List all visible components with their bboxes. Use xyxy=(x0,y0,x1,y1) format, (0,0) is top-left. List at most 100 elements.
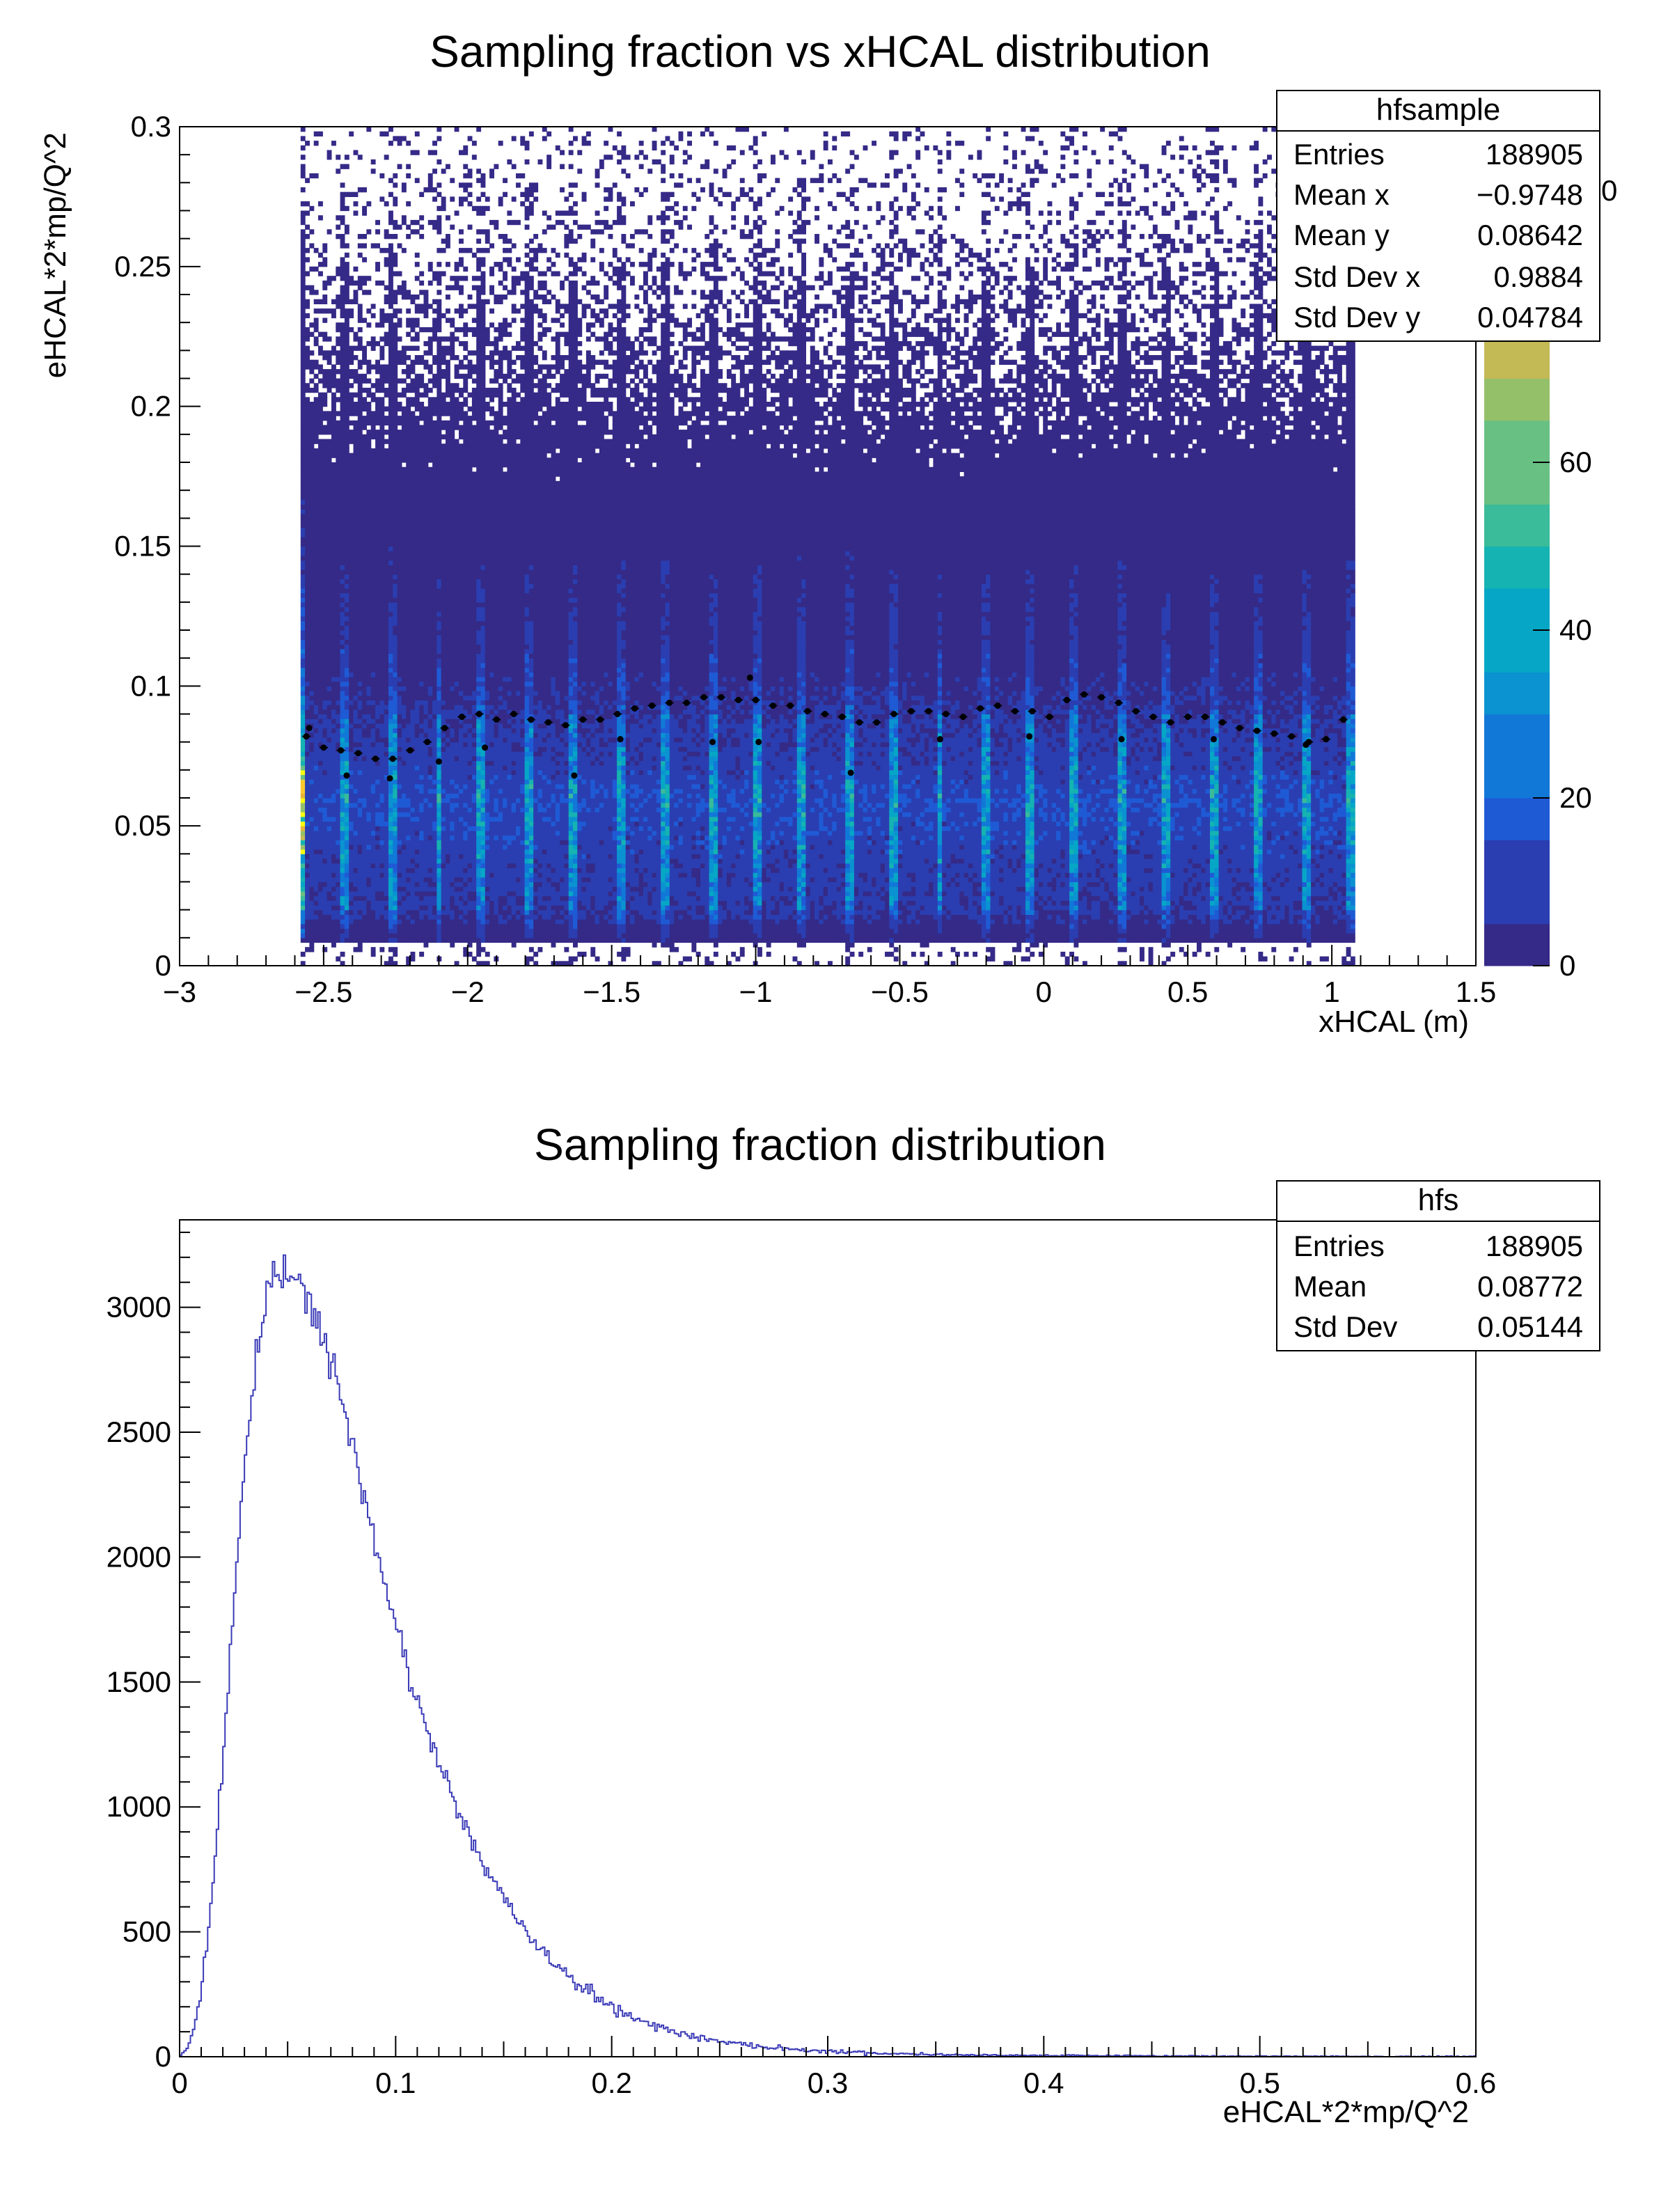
heatmap-cell xyxy=(305,635,310,640)
heatmap-cell xyxy=(327,495,332,500)
heatmap-cell xyxy=(309,691,314,696)
heatmap-cell xyxy=(305,439,310,444)
heatmap-cell xyxy=(327,639,332,644)
heatmap-cell xyxy=(309,434,314,439)
heatmap-cell xyxy=(327,691,332,696)
heatmap-cell xyxy=(318,765,323,770)
heatmap-cell xyxy=(331,938,336,943)
heatmap-cell xyxy=(318,882,323,887)
heatmap-cell xyxy=(322,826,327,831)
heatmap-cell xyxy=(318,728,323,733)
heatmap-cell xyxy=(318,709,323,714)
heatmap-cell xyxy=(314,397,319,402)
heatmap-cell xyxy=(305,285,310,290)
heatmap-cell xyxy=(301,836,306,840)
heatmap-cell xyxy=(318,364,323,369)
heatmap-cell xyxy=(327,756,332,761)
heatmap-cell xyxy=(305,924,310,929)
heatmap-cell xyxy=(305,500,310,505)
heatmap-cell xyxy=(309,457,314,462)
heatmap-cell xyxy=(322,476,327,481)
heatmap-cell xyxy=(318,705,323,709)
heatmap-cell xyxy=(301,574,306,579)
heatmap-cell xyxy=(327,350,332,355)
heatmap-cell xyxy=(314,532,319,537)
heatmap-cell xyxy=(327,709,332,714)
heatmap-cell xyxy=(318,886,323,891)
heatmap-cell xyxy=(309,206,314,211)
heatmap-cell xyxy=(301,621,306,626)
heatmap-cell xyxy=(318,444,323,448)
heatmap-cell xyxy=(322,845,327,849)
heatmap-cell xyxy=(318,253,323,258)
heatmap-cell xyxy=(309,173,314,178)
heatmap-cell xyxy=(305,313,310,318)
heatmap-cell xyxy=(305,565,310,570)
heatmap-cell xyxy=(305,336,310,341)
heatmap-cell xyxy=(314,779,319,784)
heatmap-cell xyxy=(305,514,310,519)
heatmap-cell xyxy=(318,831,323,836)
heatmap-cell xyxy=(314,411,319,416)
heatmap-cells xyxy=(301,127,1355,966)
heatmap-cell xyxy=(322,779,327,784)
heatmap-cell xyxy=(309,742,314,747)
heatmap-cell xyxy=(327,914,332,919)
heatmap-cell xyxy=(301,528,306,533)
heatmap-cell xyxy=(305,523,310,528)
heatmap-cell xyxy=(322,425,327,430)
heatmap-cell xyxy=(305,388,310,393)
heatmap-cell xyxy=(327,597,332,602)
heatmap-cell xyxy=(309,654,314,659)
heatmap-cell xyxy=(314,709,319,714)
heatmap-cell xyxy=(301,383,306,388)
heatmap-cell xyxy=(309,765,314,770)
heatmap-cell xyxy=(301,593,306,597)
heatmap-cell xyxy=(327,379,332,384)
heatmap-cell xyxy=(314,803,319,808)
heatmap-cell xyxy=(327,900,332,905)
heatmap-cell xyxy=(301,239,306,244)
heatmap-cell xyxy=(301,500,306,505)
heatmap-cell xyxy=(322,863,327,868)
heatmap-cell xyxy=(327,560,332,565)
heatmap-cell xyxy=(318,332,323,337)
heatmap-cell xyxy=(327,523,332,528)
heatmap-cell xyxy=(309,872,314,877)
heatmap-cell xyxy=(301,393,306,398)
heatmap-cell xyxy=(318,798,323,803)
heatmap-cell xyxy=(301,798,306,803)
heatmap-cell xyxy=(301,201,306,206)
heatmap-cell xyxy=(301,276,306,281)
heatmap-cell xyxy=(314,863,319,868)
heatmap-cell xyxy=(301,952,306,957)
heatmap-cell xyxy=(309,579,314,583)
heatmap-cell xyxy=(322,728,327,733)
heatmap-cell xyxy=(318,635,323,640)
heatmap-cell xyxy=(309,914,314,919)
heatmap-cell xyxy=(301,649,306,654)
heatmap-cell xyxy=(301,481,306,486)
heatmap-cell xyxy=(305,350,310,355)
heatmap-cell xyxy=(309,425,314,430)
heatmap-cell xyxy=(327,798,332,803)
heatmap-cell xyxy=(318,547,323,551)
heatmap-cell xyxy=(309,462,314,467)
heatmap-cell xyxy=(301,215,306,220)
heatmap-cell xyxy=(314,336,319,341)
heatmap-cell xyxy=(327,556,332,560)
heatmap-cell xyxy=(322,672,327,677)
heatmap-cell xyxy=(305,257,310,262)
heatmap-cell xyxy=(309,943,314,948)
heatmap-cell xyxy=(309,751,314,756)
heatmap-cell xyxy=(318,621,323,626)
heatmap-cell xyxy=(327,910,332,915)
heatmap-cell xyxy=(301,751,306,756)
heatmap-cell xyxy=(309,696,314,700)
heatmap-cell xyxy=(318,696,323,700)
heatmap-cell xyxy=(301,746,306,751)
heatmap-cell xyxy=(305,518,310,523)
heatmap-cell xyxy=(305,886,310,891)
heatmap-cell xyxy=(305,863,310,868)
